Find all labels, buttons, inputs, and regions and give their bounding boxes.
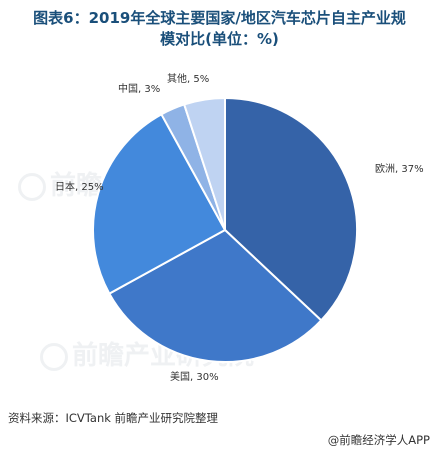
chart-title: 图表6：2019年全球主要国家/地区汽车芯片自主产业规 模对比(单位：%) [0, 8, 439, 50]
pie-labels: 欧洲, 37% 美国, 30% 日本, 25% 中国, 3% 其他, 5% [55, 72, 424, 383]
pie-slice-5 [182, 96, 226, 231]
chart-title-line-1: 图表6：2019年全球主要国家/地区汽车芯片自主产业规 [33, 9, 406, 27]
source-note: 资料来源：ICVTank 前瞻产业研究院整理 [8, 411, 219, 425]
watermark-logo-icon [40, 342, 68, 371]
pie-slices [92, 96, 358, 363]
brand-credit: @前瞻经济学人APP [327, 433, 430, 447]
pie-slice-1 [224, 96, 358, 322]
slice-label-2: 美国, 30% [170, 370, 219, 383]
chart-title-line-2: 模对比(单位：%) [160, 30, 279, 48]
slice-label-5: 其他, 5% [167, 72, 209, 85]
pie-slice-2 [107, 228, 323, 363]
slice-label-4: 中国, 3% [118, 82, 160, 95]
slice-label-3: 日本, 25% [55, 180, 104, 193]
slice-label-1: 欧洲, 37% [375, 163, 424, 175]
pie-slice-3 [92, 112, 227, 295]
watermark-logo-icon [18, 172, 46, 201]
